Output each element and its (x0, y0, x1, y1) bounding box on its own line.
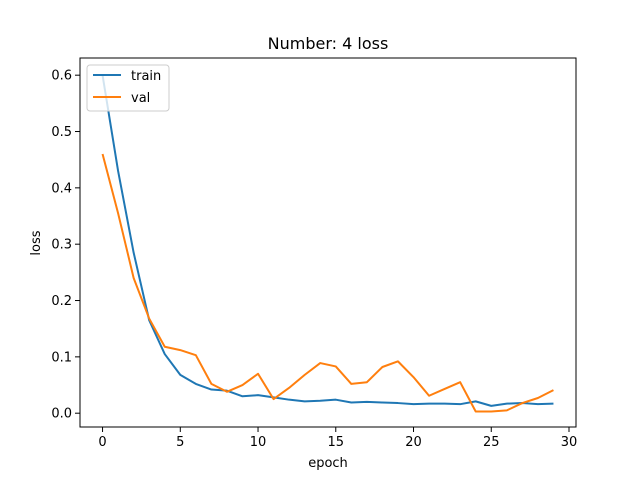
plot-marks (101, 75, 554, 413)
legend-box (86, 64, 170, 112)
y-tick-label: 0.2 (51, 294, 72, 309)
y-tick-label: 0.4 (51, 181, 72, 196)
x-tick-label: 25 (483, 435, 500, 450)
legend-label-val: val (131, 91, 150, 106)
x-axis-label: epoch (308, 456, 348, 471)
y-tick-label: 0.6 (51, 69, 72, 84)
x-axis: 0 5 10 15 20 25 30 (98, 427, 577, 450)
series-line-train (101, 75, 554, 407)
x-tick-label: 20 (405, 435, 422, 450)
y-axis-label: loss (29, 230, 44, 255)
series-line-val (101, 153, 554, 413)
y-tick-label: 0.3 (51, 238, 72, 253)
x-tick-label: 10 (250, 435, 267, 450)
legend-label-train: train (131, 69, 161, 84)
y-tick-label: 0.0 (51, 407, 72, 422)
plot-frame (79, 57, 577, 428)
legend: train val (86, 64, 170, 112)
x-tick-label: 5 (176, 435, 184, 450)
chart-title: Number: 4 loss (268, 34, 389, 53)
x-tick-label: 30 (561, 435, 578, 450)
x-tick-label: 15 (328, 435, 345, 450)
y-axis: 0.0 0.1 0.2 0.3 0.4 0.5 0.6 (51, 69, 80, 422)
y-tick-label: 0.5 (51, 125, 72, 140)
y-tick-label: 0.1 (51, 350, 72, 365)
x-tick-label: 0 (98, 435, 106, 450)
